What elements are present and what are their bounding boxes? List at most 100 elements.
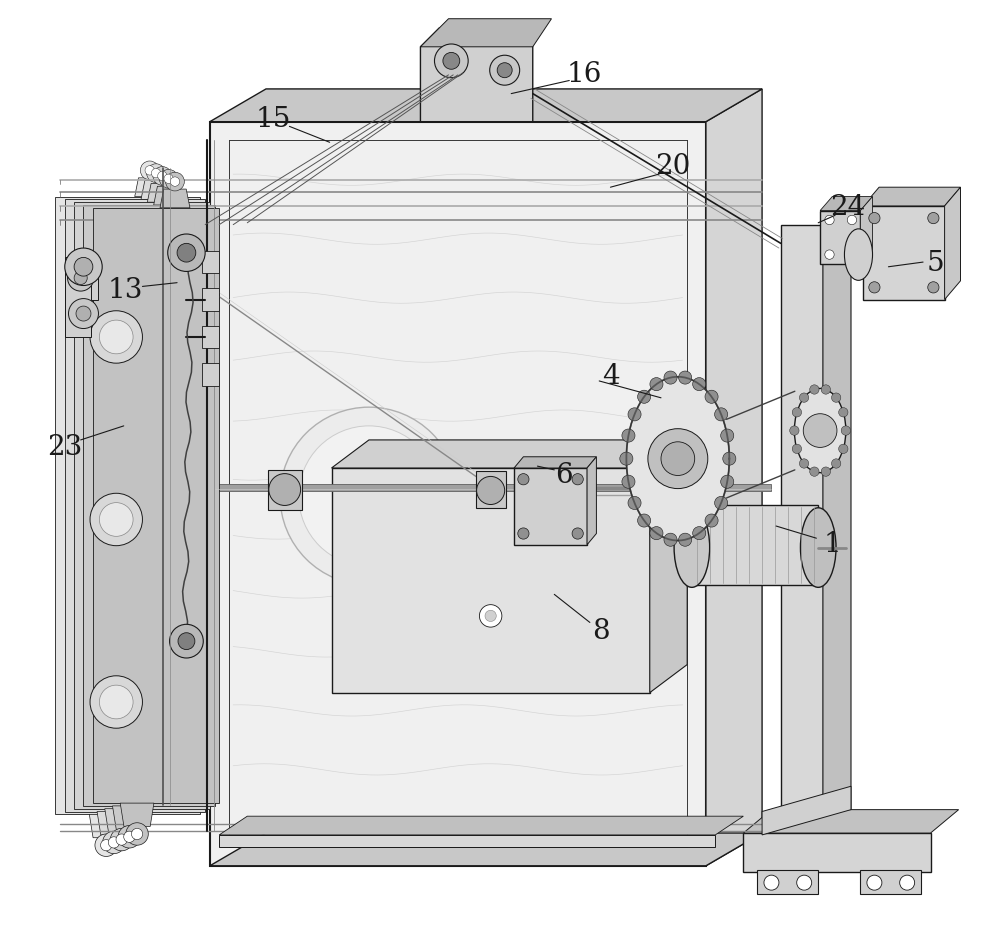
Circle shape (847, 250, 857, 259)
Circle shape (825, 215, 834, 225)
Circle shape (693, 527, 706, 540)
Polygon shape (860, 870, 921, 894)
Text: 4: 4 (602, 363, 619, 389)
Circle shape (705, 514, 718, 527)
Circle shape (821, 385, 831, 394)
Circle shape (628, 496, 641, 509)
Ellipse shape (674, 507, 710, 588)
Polygon shape (154, 186, 184, 205)
Polygon shape (160, 189, 190, 208)
Ellipse shape (626, 376, 729, 540)
Circle shape (792, 407, 802, 417)
Circle shape (140, 161, 159, 180)
Circle shape (821, 467, 831, 476)
Circle shape (810, 385, 819, 394)
Circle shape (168, 234, 205, 271)
Circle shape (622, 475, 635, 489)
Circle shape (638, 390, 651, 403)
Polygon shape (692, 505, 818, 585)
Text: 24: 24 (831, 195, 866, 221)
Circle shape (490, 55, 520, 85)
Polygon shape (210, 833, 762, 866)
Circle shape (126, 823, 148, 845)
Bar (202, 288, 219, 311)
Circle shape (928, 282, 939, 293)
Ellipse shape (844, 228, 873, 280)
Circle shape (799, 393, 809, 402)
Polygon shape (420, 19, 551, 47)
Circle shape (792, 445, 802, 454)
Circle shape (159, 169, 178, 188)
Circle shape (572, 528, 583, 539)
Circle shape (648, 429, 708, 489)
Circle shape (90, 676, 142, 728)
Circle shape (131, 828, 143, 840)
Circle shape (831, 459, 841, 468)
Polygon shape (332, 440, 687, 468)
Polygon shape (706, 89, 762, 866)
Polygon shape (215, 484, 771, 491)
Circle shape (158, 171, 167, 181)
Circle shape (99, 503, 133, 536)
Circle shape (764, 875, 779, 890)
Circle shape (90, 311, 142, 363)
Circle shape (572, 474, 583, 485)
Circle shape (721, 429, 734, 442)
Circle shape (518, 474, 529, 485)
Circle shape (839, 445, 848, 454)
Circle shape (497, 63, 512, 78)
Circle shape (664, 371, 677, 384)
Circle shape (715, 496, 728, 509)
Polygon shape (83, 205, 215, 806)
Circle shape (799, 459, 809, 468)
Circle shape (900, 875, 915, 890)
Circle shape (166, 172, 184, 191)
Circle shape (76, 306, 91, 321)
Circle shape (485, 610, 496, 622)
Polygon shape (762, 786, 851, 835)
Text: 1: 1 (823, 532, 841, 558)
Polygon shape (147, 183, 177, 202)
Circle shape (664, 534, 677, 547)
Circle shape (715, 408, 728, 421)
Polygon shape (93, 208, 219, 803)
Circle shape (269, 474, 301, 505)
Circle shape (841, 426, 851, 435)
Circle shape (443, 52, 460, 69)
Circle shape (95, 834, 117, 856)
Polygon shape (74, 202, 210, 809)
Circle shape (103, 831, 125, 854)
Circle shape (825, 250, 834, 259)
Circle shape (99, 320, 133, 354)
Polygon shape (743, 833, 931, 872)
Circle shape (90, 493, 142, 546)
Circle shape (153, 167, 172, 185)
Circle shape (705, 390, 718, 403)
Polygon shape (514, 457, 596, 468)
Circle shape (928, 212, 939, 224)
Circle shape (620, 452, 633, 465)
Text: 16: 16 (567, 62, 602, 88)
Polygon shape (757, 870, 818, 894)
Circle shape (622, 429, 635, 442)
Polygon shape (863, 206, 945, 300)
Polygon shape (823, 201, 851, 835)
Circle shape (74, 257, 93, 276)
Ellipse shape (800, 507, 836, 588)
Circle shape (108, 837, 120, 848)
Bar (65, 267, 91, 337)
Circle shape (101, 840, 112, 851)
Circle shape (723, 452, 736, 465)
Circle shape (118, 826, 141, 848)
Circle shape (693, 377, 706, 390)
Text: 13: 13 (108, 277, 143, 303)
Circle shape (831, 393, 841, 402)
Circle shape (68, 265, 94, 291)
Circle shape (867, 875, 882, 890)
Polygon shape (112, 806, 146, 829)
Circle shape (99, 685, 133, 719)
Polygon shape (860, 197, 873, 264)
Circle shape (518, 528, 529, 539)
Circle shape (74, 271, 87, 285)
Ellipse shape (794, 388, 846, 473)
